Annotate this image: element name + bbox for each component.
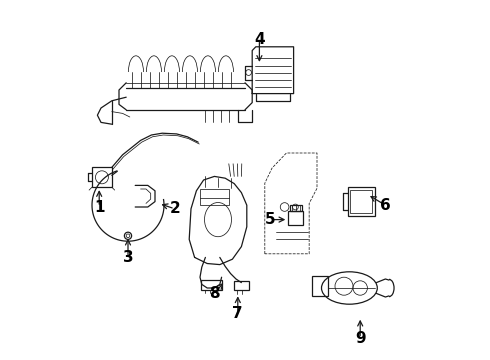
- Bar: [288, 211, 303, 225]
- Bar: [290, 205, 301, 211]
- Text: 3: 3: [122, 250, 133, 265]
- Text: 9: 9: [355, 331, 366, 346]
- Bar: [201, 280, 222, 290]
- Bar: [92, 167, 112, 187]
- Text: 4: 4: [254, 32, 265, 47]
- Text: 8: 8: [209, 286, 220, 301]
- Bar: [200, 189, 229, 205]
- Text: 6: 6: [380, 198, 391, 213]
- Text: 2: 2: [170, 201, 180, 216]
- Bar: [347, 187, 374, 216]
- Text: 7: 7: [232, 306, 243, 321]
- Bar: [234, 281, 248, 290]
- Bar: [312, 276, 328, 296]
- Bar: [350, 190, 372, 213]
- Text: 1: 1: [94, 199, 104, 215]
- Text: 5: 5: [265, 212, 275, 227]
